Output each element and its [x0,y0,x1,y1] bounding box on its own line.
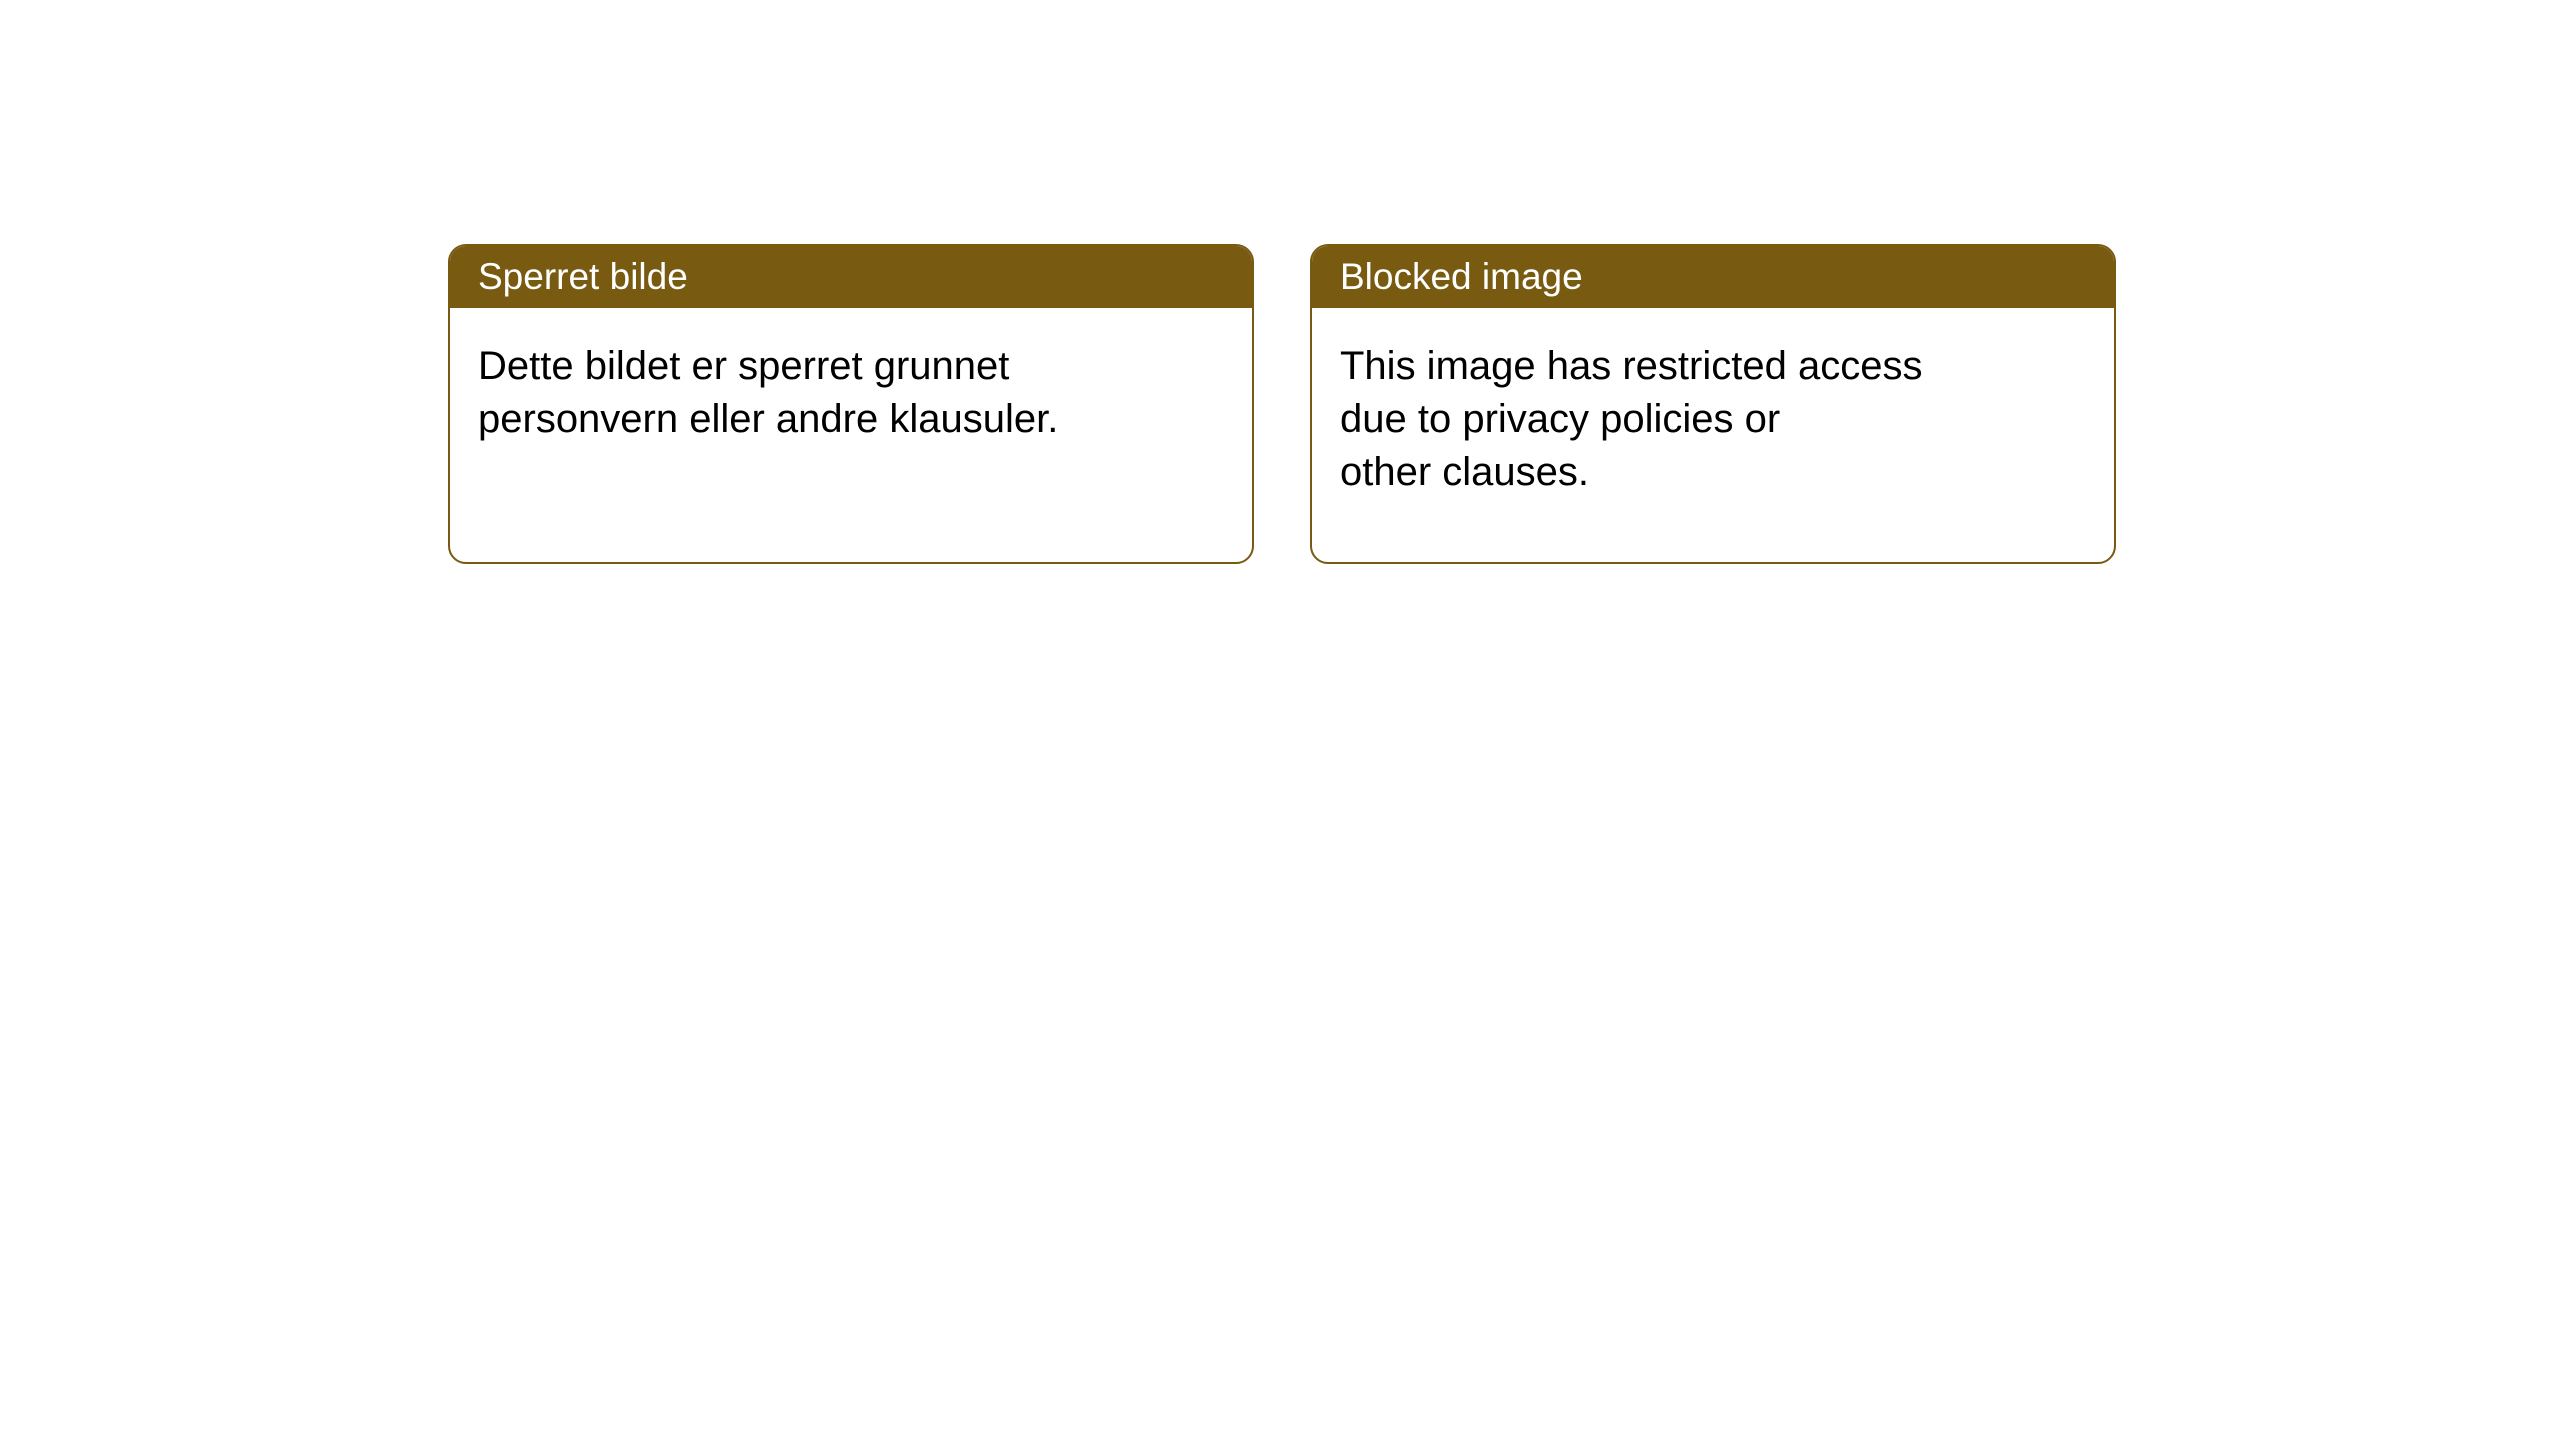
notice-text: Dette bildet er sperret grunnetpersonver… [478,340,1224,446]
notice-body: This image has restricted accessdue to p… [1312,308,2114,562]
notice-body: Dette bildet er sperret grunnetpersonver… [450,308,1252,558]
notice-text: This image has restricted accessdue to p… [1340,340,2086,498]
notice-header: Sperret bilde [450,246,1252,308]
notice-title: Blocked image [1340,256,1583,297]
notice-container: Sperret bilde Dette bildet er sperret gr… [448,244,2116,564]
notice-card-norwegian: Sperret bilde Dette bildet er sperret gr… [448,244,1254,564]
notice-title: Sperret bilde [478,256,688,297]
notice-card-english: Blocked image This image has restricted … [1310,244,2116,564]
notice-header: Blocked image [1312,246,2114,308]
